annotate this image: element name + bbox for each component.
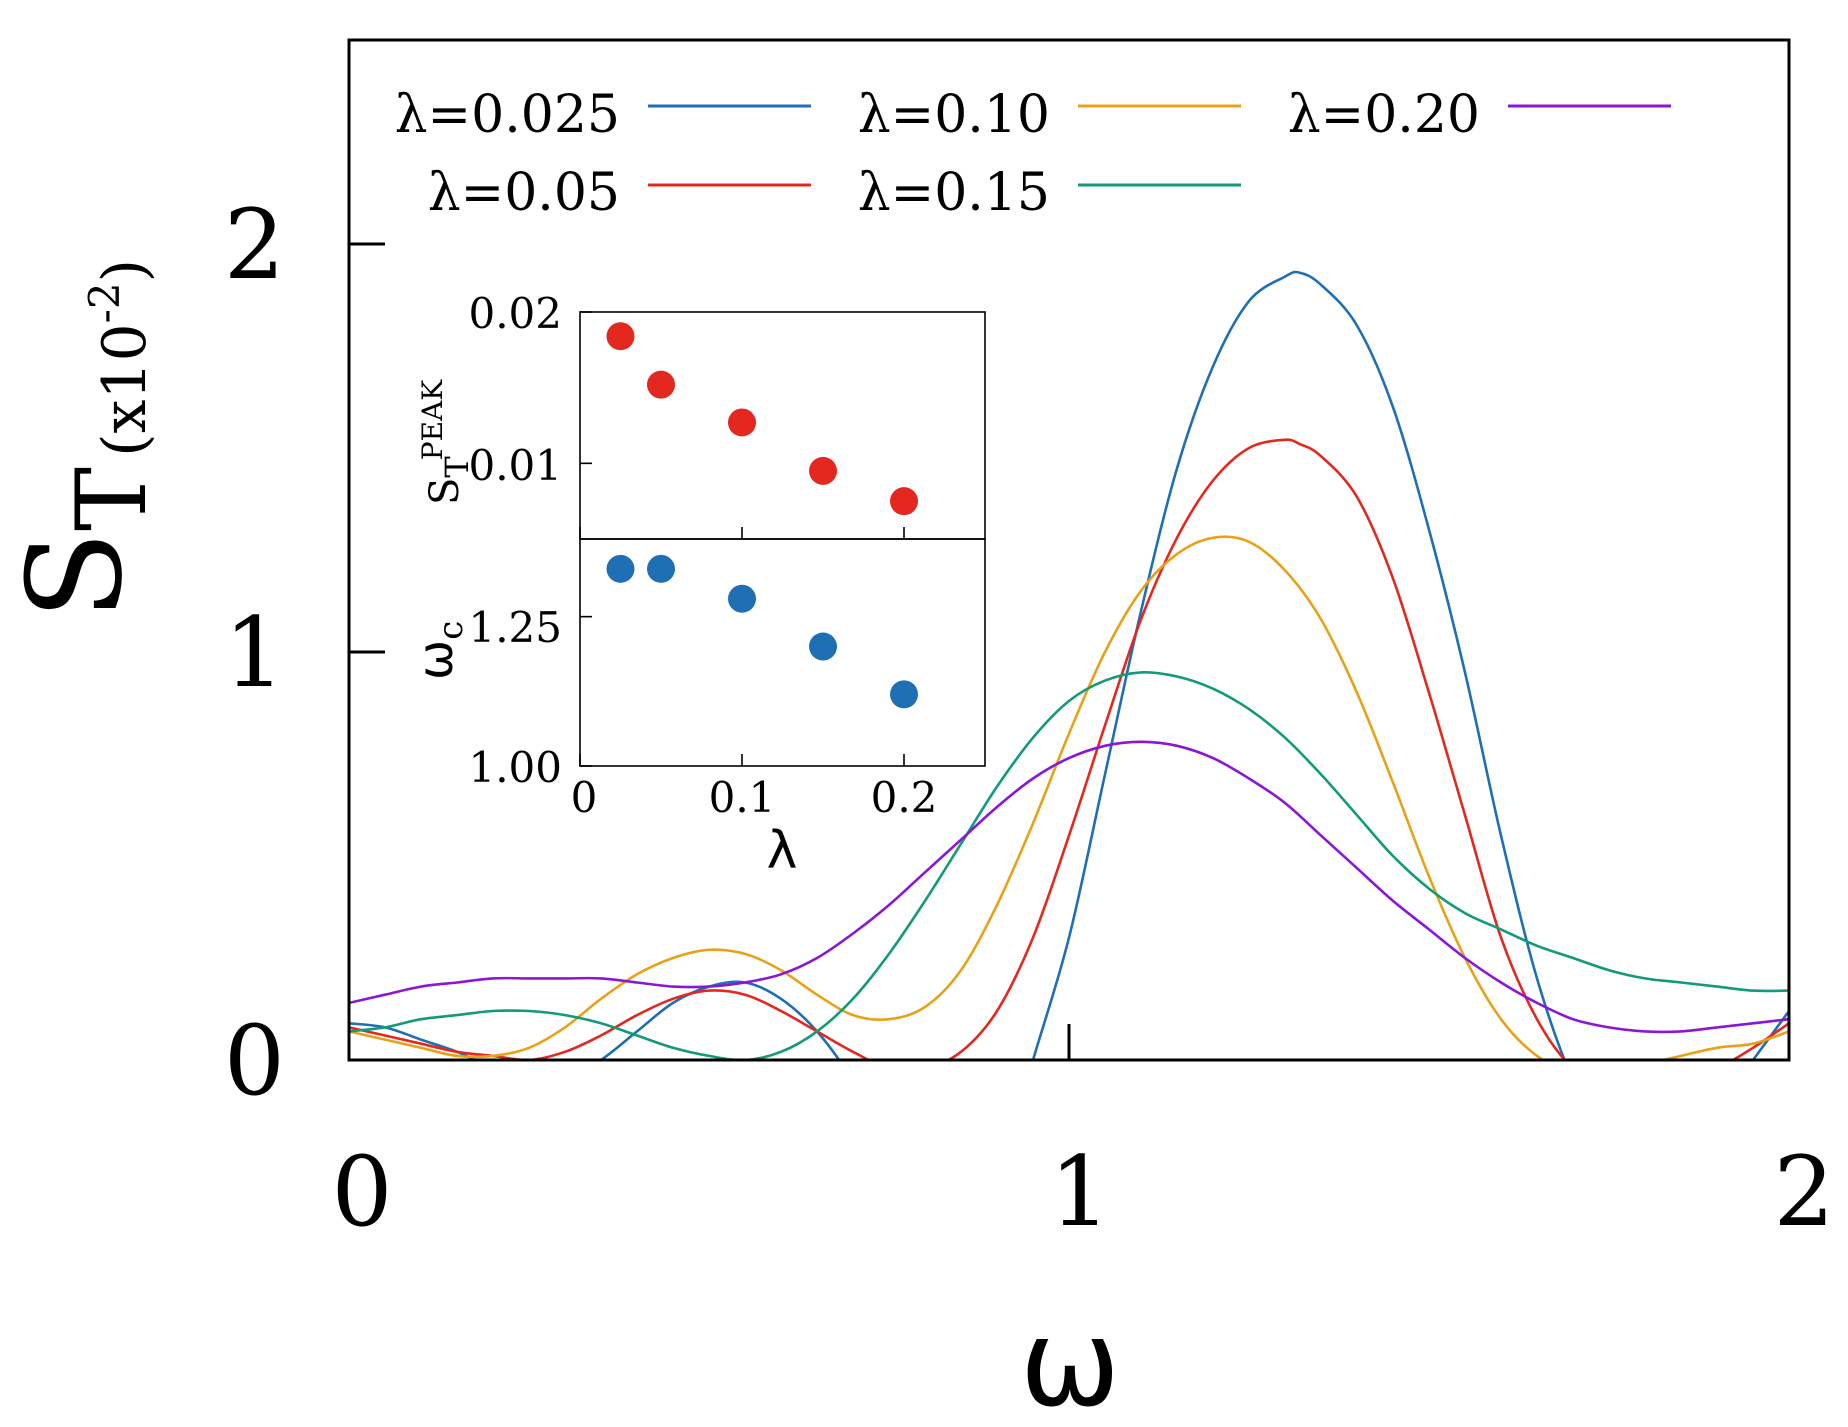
inset-top-point-3 bbox=[809, 456, 837, 485]
inset-top-ylabel-subscript: T bbox=[438, 456, 476, 478]
inset-top-ytick-label-1: 0.02 bbox=[468, 289, 562, 338]
main-ylabel-exponent: -2 bbox=[80, 282, 129, 323]
legend: λ=0.025 λ=0.05 λ=0.10 λ=0.15 λ=0.20 bbox=[395, 85, 1671, 223]
inset-bottom-ylabel-symbol: ω bbox=[408, 640, 464, 680]
inset-xtick-label-0: 0 bbox=[571, 773, 598, 822]
inset-xtick-label-1: 0.1 bbox=[709, 773, 776, 822]
inset-bottom-point-0 bbox=[606, 554, 635, 583]
series-line-2 bbox=[349, 535, 1789, 1060]
main-ylabel-close: ) bbox=[90, 259, 160, 282]
inset-bottom-ytick-label-1: 1.25 bbox=[468, 603, 562, 652]
series-line-4 bbox=[349, 740, 1789, 1034]
svg-text:ωc: ωc bbox=[408, 621, 471, 680]
legend-label-4: λ=0.20 bbox=[1288, 85, 1480, 145]
inset: 0.01 0.02 1.00 1.25 0 0.1 0.2 λ STPEAK ω… bbox=[408, 289, 986, 881]
inset-bottom-frame bbox=[579, 538, 986, 767]
main-ytick-label-2: 2 bbox=[224, 189, 285, 301]
main-xtick-label-2: 2 bbox=[1773, 1136, 1834, 1248]
inset-top-ylabel-symbol: S bbox=[422, 478, 468, 505]
legend-label-2: λ=0.10 bbox=[858, 85, 1050, 145]
main-xlabel: ω bbox=[1020, 1295, 1121, 1427]
inset-top-ylabel-superscript: PEAK bbox=[416, 379, 449, 461]
legend-label-0: λ=0.025 bbox=[395, 85, 620, 145]
legend-label-3: λ=0.15 bbox=[858, 163, 1050, 223]
inset-top-point-0 bbox=[606, 322, 635, 351]
inset-bottom-ytick-label-0: 1.00 bbox=[468, 743, 562, 792]
inset-top-point-2 bbox=[728, 408, 756, 437]
inset-top-ylabel: STPEAK bbox=[416, 379, 476, 505]
main-xtick-label-1: 1 bbox=[1049, 1136, 1110, 1248]
main-xtick-label-0: 0 bbox=[331, 1136, 392, 1248]
series-line-3 bbox=[349, 670, 1789, 1060]
inset-xlabel: λ bbox=[767, 821, 798, 881]
inset-bottom-ylabel: ωc bbox=[408, 621, 471, 680]
main-ytick-label-1: 1 bbox=[224, 597, 285, 709]
inset-top-ytick-label-0: 0.01 bbox=[468, 441, 562, 490]
inset-top-points bbox=[606, 322, 918, 516]
main-ylabel-symbol: S bbox=[0, 531, 151, 620]
svg-text:ST(x10-2): ST (x10-2) bbox=[0, 259, 168, 620]
inset-top-point-1 bbox=[647, 370, 675, 399]
main-tick-marks bbox=[349, 242, 1071, 1060]
inset-bottom-ylabel-subscript: c bbox=[431, 621, 471, 640]
svg-text:STPEAK: STPEAK bbox=[416, 379, 476, 505]
main-ylabel-subscript: T bbox=[56, 467, 168, 531]
legend-label-1: λ=0.05 bbox=[428, 163, 620, 223]
inset-bottom-point-1 bbox=[647, 554, 675, 583]
series-line-0 bbox=[349, 270, 1789, 1060]
main-series-group bbox=[349, 270, 1789, 1060]
inset-bottom-point-3 bbox=[809, 632, 837, 661]
inset-top-point-4 bbox=[890, 487, 918, 516]
main-ylabel-unit: (x10 bbox=[90, 323, 160, 457]
inset-xtick-label-2: 0.2 bbox=[871, 773, 938, 822]
inset-bottom-point-4 bbox=[890, 680, 918, 709]
inset-tick-marks bbox=[579, 311, 905, 767]
main-ylabel: ST (x10-2) bbox=[0, 259, 168, 620]
inset-bottom-point-2 bbox=[728, 584, 756, 613]
series-line-1 bbox=[349, 438, 1789, 1060]
inset-bottom-points bbox=[606, 554, 918, 709]
main-ytick-label-0: 0 bbox=[224, 1005, 285, 1117]
